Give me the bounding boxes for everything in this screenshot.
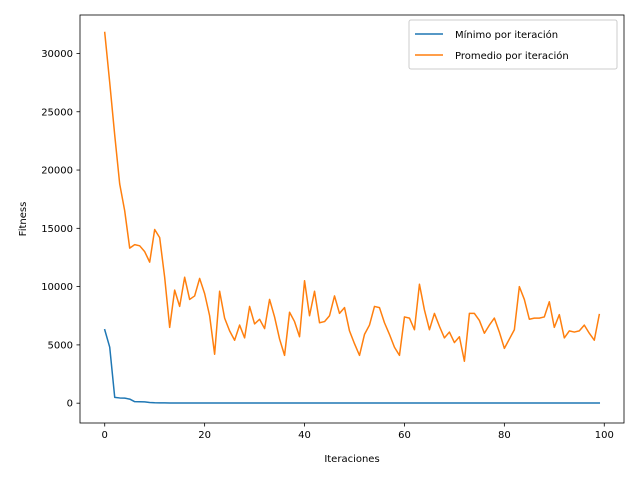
y-tick-label: 30000 [41,49,73,60]
plot-frame [79,14,625,424]
series-line-1 [103,31,601,362]
y-tick-label: 25000 [41,107,73,118]
x-axis-label: Iteraciones [324,454,379,465]
y-tick-label: 5000 [48,340,73,351]
y-tick-label: 20000 [41,166,73,177]
y-axis-label: Fitness [18,202,29,237]
x-tick-label: 0 [102,430,108,441]
legend-label-promedio: Promedio por iteración [455,50,569,62]
y-tick-label: 15000 [41,224,73,235]
x-tick-label: 60 [398,430,411,441]
x-tick-label: 80 [498,430,511,441]
y-axis-ticks: 0 5000 10000 15000 20000 25000 30000 [41,49,80,410]
y-tick-label: 10000 [41,282,73,293]
x-tick-label: 20 [198,430,211,441]
x-tick-label: 100 [595,430,614,441]
legend: Mínimo por iteración Promedio por iterac… [408,19,618,70]
legend-frame [408,19,618,70]
legend-label-minimo: Mínimo por iteración [455,29,558,41]
y-tick-label: 0 [67,399,73,410]
x-tick-label: 40 [298,430,311,441]
series-layer [103,31,601,404]
x-axis-ticks: 0 20 40 60 80 100 [102,423,614,441]
series-line-0 [103,328,601,404]
